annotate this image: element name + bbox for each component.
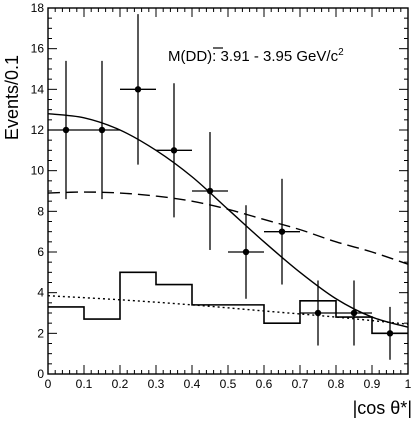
point-marker [98,126,106,134]
y-tick-label: 12 [31,123,45,137]
histogram-group [48,271,408,335]
x-tick-label: 0.8 [328,377,345,391]
x-tick-label: 0.6 [256,377,273,391]
y-tick-label: 16 [31,42,45,56]
point-marker [206,187,214,195]
curves-group [47,113,409,328]
curve-dashed [47,191,409,265]
x-tick-label: 0.9 [364,377,381,391]
data-points-group [48,14,408,360]
x-tick-label: 0.4 [184,377,201,391]
curve-dotted [47,295,409,325]
y-tick-label: 8 [37,204,44,218]
x-tick-label: 0.2 [112,377,129,391]
y-tick-label: 18 [31,1,45,15]
data-point [300,280,336,346]
data-point [156,83,192,218]
tick-labels-group: 0 0.1 0.2 0.3 0.4 0.5 0.6 0.7 0.8 0.9 102468101214… [31,1,412,391]
histogram-outline [48,271,408,335]
x-tick-label: 0 [45,377,52,391]
x-axis-title: |cos θ*| [353,398,412,418]
x-tick-label: 0.5 [220,377,237,391]
data-point [264,178,300,285]
data-point [120,14,156,165]
y-tick-label: 2 [37,326,44,340]
point-marker [314,309,322,317]
data-point [192,132,228,250]
y-tick-label: 10 [31,164,45,178]
x-tick-label: 1 [405,377,412,391]
point-marker [386,330,394,337]
dbar-label: D [196,48,207,65]
point-marker [242,248,250,256]
y-tick-label: 0 [37,367,44,381]
mass-range-annotation: M(DD): 3.91 - 3.95 GeV/c2 [168,47,344,65]
point-marker [62,126,70,134]
point-marker [134,86,142,93]
x-tick-label: 0.3 [148,377,165,391]
x-tick-label: 0.7 [292,377,309,391]
superscript-2: 2 [338,47,344,58]
point-marker [278,228,286,235]
y-axis-title: Events/0.1 [2,55,22,140]
data-point [336,280,372,346]
data-point [84,60,120,200]
y-tick-label: 14 [31,82,45,96]
point-marker [350,309,358,317]
axes-group [47,7,409,375]
point-marker [170,147,178,154]
data-point [228,205,264,299]
y-tick-label: 6 [37,245,44,259]
x-tick-label: 0.1 [76,377,93,391]
y-tick-label: 4 [37,286,44,300]
